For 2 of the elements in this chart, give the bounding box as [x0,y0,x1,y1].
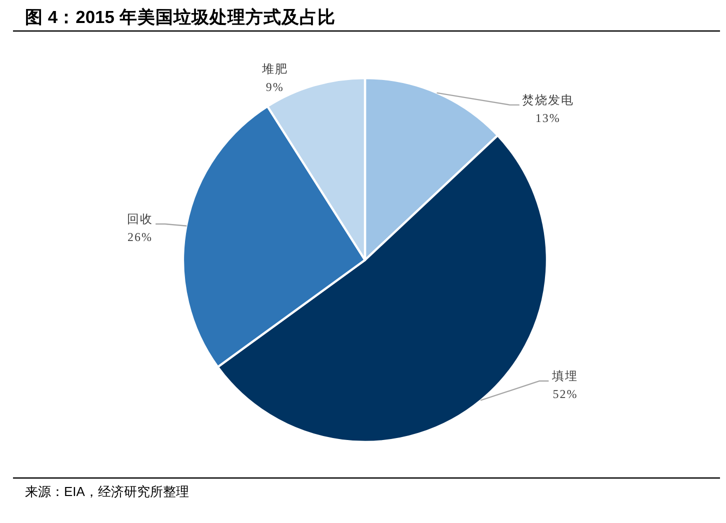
title: 图 4：2015 年美国垃圾处理方式及占比 [25,7,336,27]
annotation: 来源：EIA，经济研究所整理 [25,484,189,499]
